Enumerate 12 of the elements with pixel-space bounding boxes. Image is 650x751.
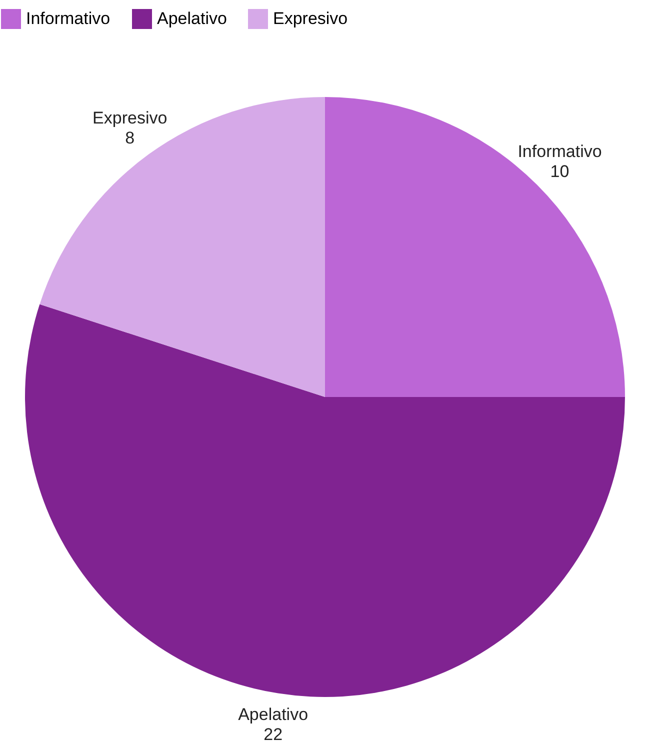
slice-label: Informativo xyxy=(518,142,602,162)
legend-label: Expresivo xyxy=(273,9,348,28)
data-label: 10 xyxy=(550,162,570,182)
legend-label: Informativo xyxy=(26,9,110,28)
pie-slice xyxy=(325,97,625,397)
data-label: 8 xyxy=(125,128,135,148)
slice-label: Expresivo xyxy=(92,108,168,128)
pie-slice xyxy=(26,304,625,697)
pie-slice xyxy=(40,97,325,397)
slice-label: Apelativo xyxy=(238,704,308,724)
data-label: 22 xyxy=(264,724,283,744)
legend-label: Apelativo xyxy=(157,9,227,28)
